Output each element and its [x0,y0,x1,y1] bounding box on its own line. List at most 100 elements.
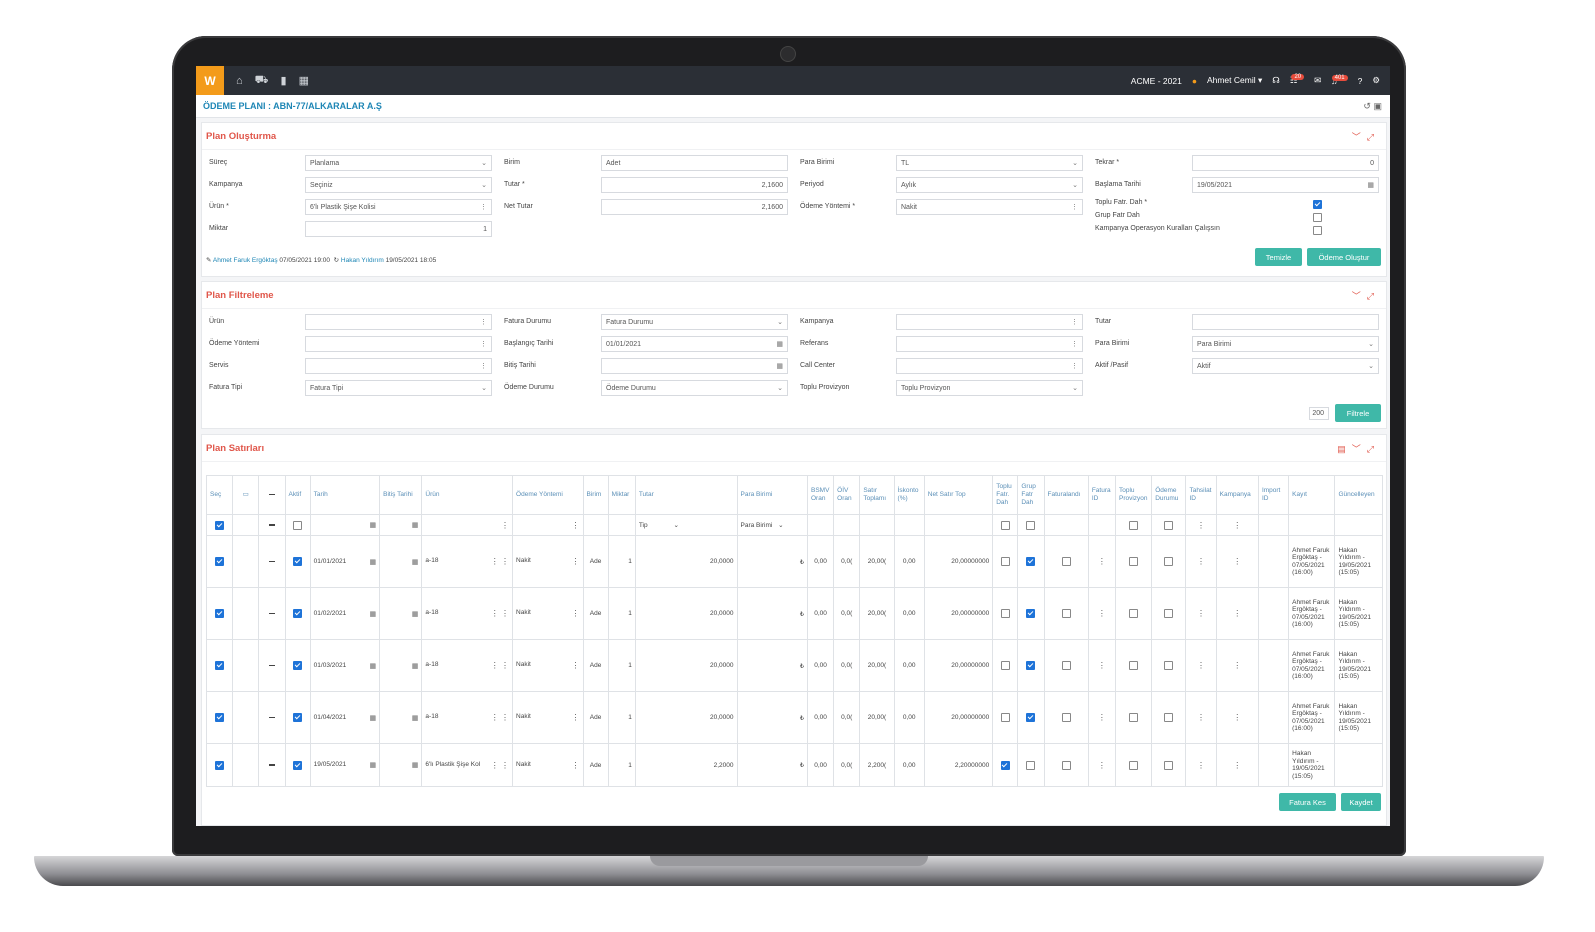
filter-fatura-durumu-select[interactable]: Fatura Durumu ⌄ [601,314,788,330]
history-icon[interactable]: ↺ [1363,100,1371,111]
row-provizyon-checkbox[interactable] [1129,661,1139,670]
calendar-icon[interactable]: ▦ [411,662,419,670]
gear-icon[interactable]: ⚙ [1372,75,1380,85]
row-odeme[interactable]: Nakit ⋮ [512,535,584,588]
tekrar-input[interactable]: 0 [1192,155,1379,171]
more-icon[interactable]: ⋮ [1233,609,1242,618]
more-icon[interactable]: ⋮ [1197,713,1206,722]
calendar-icon[interactable]: ▦ [369,762,377,769]
row-tarih[interactable]: 01/02/2021 ▦ [309,587,381,640]
birim-input[interactable]: Adet [601,155,788,171]
more-icon[interactable]: ⋮ [1233,713,1242,722]
more-icon[interactable]: ⋮ ⋮ [490,661,510,670]
headset-icon[interactable]: ☊ [1272,75,1280,85]
column-header[interactable]: Para Birimi [736,475,808,515]
row-aktif-checkbox[interactable] [293,557,303,566]
save-button[interactable]: Kaydet [1341,793,1381,811]
more-icon[interactable]: ⋮ [1197,557,1206,566]
column-header[interactable]: Ürün [421,475,514,515]
user-avatar-icon[interactable]: ● [1191,75,1197,86]
column-header[interactable]: Satır Toplamı [859,475,895,515]
filter-baslangic-input[interactable]: 01/01/2021 ▦ [601,336,788,352]
column-header[interactable]: Seç [205,475,234,515]
row-tarih[interactable]: 19/05/2021 ▦ [309,743,381,787]
row-aktif-checkbox[interactable] [293,713,303,722]
filter-urun-input[interactable]: ⋮ [305,314,492,330]
filter-kampanya-input[interactable]: ⋮ [896,314,1083,330]
more-icon[interactable]: ⋮ [571,520,580,530]
row-provizyon-checkbox[interactable] [1129,557,1139,566]
app-logo[interactable]: W [196,66,224,95]
row-toplu-checkbox[interactable] [1000,713,1010,722]
row-tutar[interactable]: 20,0000 [634,535,738,588]
filter-odeme-durumu-checkbox[interactable] [1164,520,1174,530]
more-icon[interactable]: ⋮ [571,609,580,618]
row-urun[interactable]: 6'lı Plastik Şişe Kol ⋮ ⋮ [421,743,514,787]
filter-provizyon-checkbox[interactable] [1129,520,1139,530]
column-header[interactable]: Faturalandı [1043,475,1089,515]
expand-icon[interactable]: ⤢ [1366,131,1380,142]
more-icon[interactable]: ⋮ [571,760,580,770]
minus-icon[interactable] [268,764,275,766]
more-icon[interactable]: ⋮ [571,661,580,670]
column-header[interactable]: Toplu Provizyon [1114,475,1153,515]
select-all-checkbox[interactable] [215,520,225,530]
column-header[interactable]: Kampanya [1215,475,1259,515]
filter-servis-input[interactable]: ⋮ [305,358,492,374]
filter-bitis-input[interactable]: ▦ [601,358,788,374]
more-icon[interactable]: ⋮ [1233,661,1242,670]
column-header[interactable]: Tutar [634,475,738,515]
column-header[interactable]: Tahsilat ID [1185,475,1217,515]
row-grup-checkbox[interactable] [1026,661,1036,670]
row-urun[interactable]: a-18 ⋮ ⋮ [421,587,514,640]
row-toplu-checkbox[interactable] [1000,661,1010,670]
filter-fatura-tipi-select[interactable]: Fatura Tipi ⌄ [305,380,492,396]
row-odeme[interactable]: Nakit ⋮ [512,691,584,744]
row-faturalandi-checkbox[interactable] [1061,661,1071,670]
row-tarih[interactable]: 01/04/2021 ▦ [309,691,381,744]
filter-aktif-select[interactable]: Aktif ⌄ [1192,358,1379,374]
row-aktif-checkbox[interactable] [293,661,303,670]
row-tutar[interactable]: 20,0000 [634,587,738,640]
collapse-icon[interactable]: ﹀ [1351,131,1367,142]
more-icon[interactable]: ⋮ [1097,661,1106,670]
row-select-checkbox[interactable] [215,713,225,722]
row-faturalandi-checkbox[interactable] [1061,609,1071,618]
more-icon[interactable]: ⋮ [1097,713,1106,722]
calendar-icon[interactable]: ▦ [369,662,377,670]
column-header[interactable]: Net Satır Top [923,475,994,515]
more-icon[interactable]: ⋮ [501,520,510,530]
more-icon[interactable]: ⋮ [1097,557,1106,566]
filter-call-center-input[interactable]: ⋮ [896,358,1083,374]
periyod-select[interactable]: Aylık ⌄ [896,177,1083,193]
row-aktif-checkbox[interactable] [293,760,303,770]
company-selector[interactable]: ACME - 2021 [1130,75,1182,86]
row-odeme-durumu-checkbox[interactable] [1164,661,1174,670]
column-header[interactable]: ▭ [232,475,260,515]
expand-icon[interactable]: ⤢ [1366,290,1380,301]
row-odeme-durumu-checkbox[interactable] [1164,760,1174,770]
row-tarih[interactable]: 01/03/2021 ▦ [309,639,381,692]
row-odeme-durumu-checkbox[interactable] [1164,713,1174,722]
column-header[interactable]: ÖİV Oran [833,475,861,515]
row-select-checkbox[interactable] [215,609,225,618]
filter-para-birimi-select[interactable]: Para Birimi ⌄ [736,514,808,536]
home-icon[interactable]: ⌂ [236,74,243,87]
column-header[interactable]: Tarih [309,475,381,515]
column-header[interactable]: İskonto (%) [893,475,925,515]
column-header[interactable]: Fatura ID [1087,475,1117,515]
bell-icon[interactable]: ♫401 [1331,74,1348,86]
row-select-checkbox[interactable] [215,557,225,566]
row-select-checkbox[interactable] [215,661,225,670]
row-urun[interactable]: a-18 ⋮ ⋮ [421,639,514,692]
more-icon[interactable]: ⋮ [1197,661,1206,670]
row-faturalandi-checkbox[interactable] [1061,557,1071,566]
clear-button[interactable]: Temizle [1255,248,1302,266]
row-grup-checkbox[interactable] [1026,760,1036,770]
column-header[interactable]: Kayıt [1288,475,1336,515]
more-icon[interactable]: ⋮ ⋮ [490,609,510,618]
print-icon[interactable]: ▣ [1373,100,1382,111]
calendar-icon[interactable]: ▦ [298,75,309,87]
column-header[interactable]: Aktif [284,475,311,515]
created-by[interactable]: Ahmet Faruk Ergöktaş [212,257,278,264]
